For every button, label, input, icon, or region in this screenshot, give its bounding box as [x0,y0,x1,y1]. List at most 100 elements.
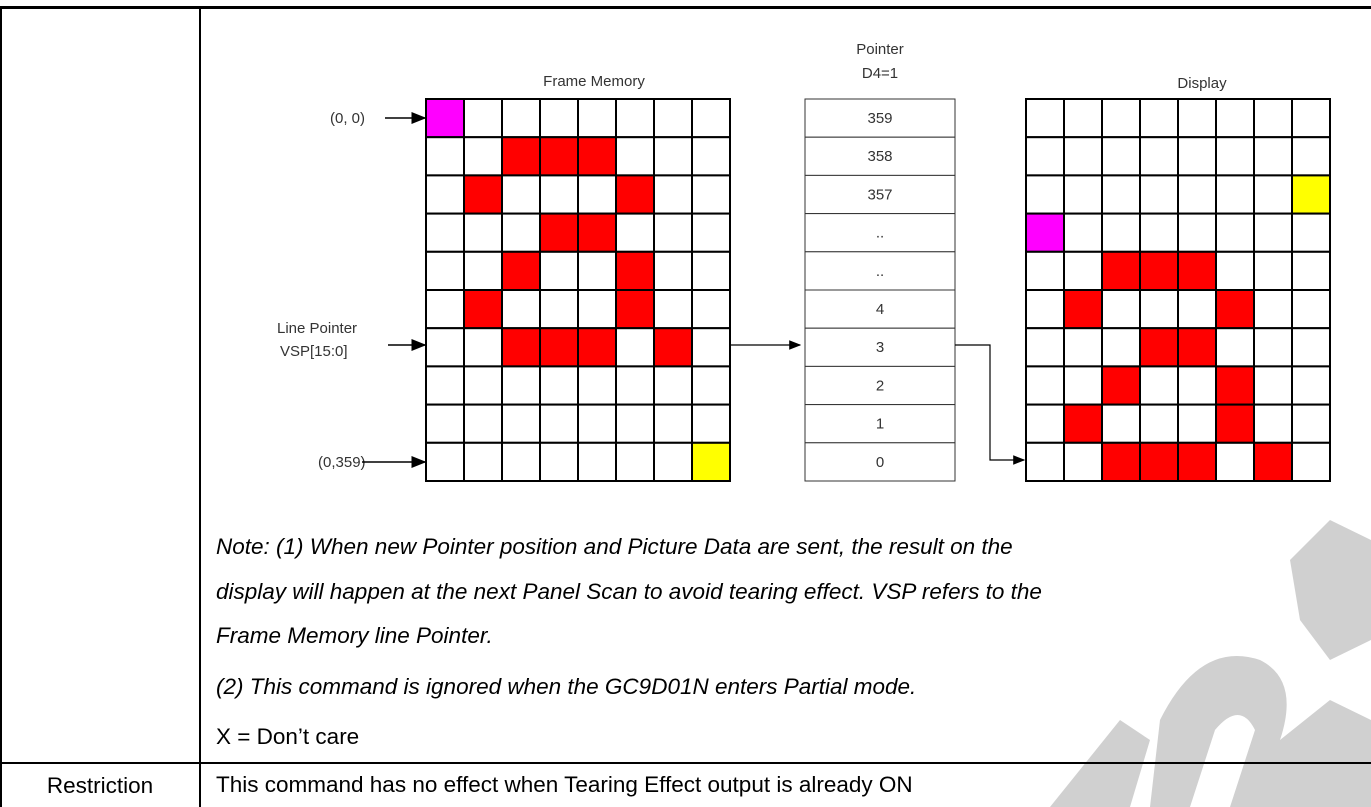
pointer-to-display-arrow [955,344,1026,465]
frame-memory-cell-2-7 [691,174,731,215]
frame-memory-cell-9-5 [615,441,655,482]
frame-memory-cell-6-6 [653,327,693,368]
pointer-value-2: 357 [867,186,892,203]
pointer-cell-4 [804,251,956,291]
display-cell-4-2 [1101,250,1141,292]
display-cell-8-7 [1291,403,1331,444]
frame-memory-cell-2-6 [653,174,693,215]
display-cell-7-0 [1025,365,1065,406]
dont-care-text: X = Don’t care [216,724,360,749]
display-cell-1-0 [1025,136,1065,177]
frame-memory-title: Frame Memory [543,73,645,90]
frame-memory-cell-9-4 [577,441,617,482]
frame-memory-cell-1-4 [577,136,617,177]
frame-memory-cell-4-2 [501,250,541,292]
display-cell-5-2 [1101,289,1141,330]
display-cell-1-7 [1291,136,1331,177]
pointer-value-7: 2 [876,377,884,394]
frame-memory-cell-8-0 [425,403,465,444]
frame-memory-cell-1-2 [501,136,541,177]
display-cell-2-0 [1025,174,1065,215]
display-cell-9-0 [1025,441,1065,482]
restriction-text: This command has no effect when Tearing … [216,772,913,797]
display-cell-3-4 [1177,212,1217,253]
frame-memory-cell-5-7 [691,289,731,330]
frame-memory-cell-1-3 [539,136,579,177]
display-cell-4-6 [1253,250,1293,292]
display-cell-3-5 [1215,212,1255,253]
frame-memory-cell-1-1 [463,136,503,177]
display-cell-6-3 [1139,327,1179,368]
pointer-cell-7 [804,365,956,406]
display-cell-1-5 [1215,136,1255,177]
display-cell-9-4 [1177,441,1217,482]
display-cell-6-4 [1177,327,1217,368]
frame-memory-cell-9-3 [539,441,579,482]
frame-memory-cell-6-2 [501,327,541,368]
display-cell-2-3 [1139,174,1179,215]
frame-memory-cell-3-5 [615,212,655,253]
display-cell-4-7 [1291,250,1331,292]
frame-memory-cell-7-1 [463,365,503,406]
display-cell-2-4 [1177,174,1217,215]
frame-memory-cell-8-7 [691,403,731,444]
frame-memory-cell-0-2 [501,98,541,139]
frame-memory-cell-5-3 [539,289,579,330]
frame-memory-cell-3-3 [539,212,579,253]
display-cell-4-4 [1177,250,1217,292]
display-cell-8-3 [1139,403,1179,444]
display-cell-7-7 [1291,365,1331,406]
frame-memory-cell-7-0 [425,365,465,406]
line-pointer-label-2: VSP[15:0] [280,343,348,360]
display-cell-3-3 [1139,212,1179,253]
display-cell-6-2 [1101,327,1141,368]
frame-memory-cell-3-0 [425,212,465,253]
frame-memory-cell-6-3 [539,327,579,368]
frame-memory-cell-2-3 [539,174,579,215]
display-grid [1025,98,1331,482]
pointer-cell-9 [804,442,956,482]
frame-memory-diagram: Frame Memory Pointer D4=1 Display 359 358… [277,41,1331,482]
frame-memory-cell-9-0 [425,441,465,482]
frame-memory-cell-0-1 [463,98,503,139]
frame-memory-cell-6-4 [577,327,617,368]
display-cell-6-6 [1253,327,1293,368]
pointer-value-4: .. [876,263,884,280]
frame-memory-cell-4-4 [577,250,617,292]
display-cell-9-7 [1291,441,1331,482]
pointer-cell-3 [804,213,956,253]
pointer-cell-6 [804,327,956,367]
display-cell-8-6 [1253,403,1293,444]
frame-memory-cell-1-6 [653,136,693,177]
note-line-3: Frame Memory line Pointer. [216,623,493,648]
display-cell-1-6 [1253,136,1293,177]
display-cell-9-5 [1215,441,1255,482]
frame-memory-cell-0-4 [577,98,617,139]
pointer-cell-5 [804,289,956,329]
frame-memory-cell-9-1 [463,441,503,482]
note-line-1: Note: (1) When new Pointer position and … [216,534,1013,559]
frame-memory-cell-7-5 [615,365,655,406]
display-cell-3-1 [1063,212,1103,253]
display-cell-7-1 [1063,365,1103,406]
display-cell-2-2 [1101,174,1141,215]
display-cell-2-5 [1215,174,1255,215]
frame-memory-cell-5-6 [653,289,693,330]
display-cell-9-1 [1063,441,1103,482]
display-cell-4-5 [1215,250,1255,292]
frame-memory-cell-8-5 [615,403,655,444]
display-cell-7-4 [1177,365,1217,406]
end-label: (0,359) [318,454,366,471]
display-cell-6-0 [1025,327,1065,368]
frame-memory-cell-8-6 [653,403,693,444]
display-cell-0-5 [1215,98,1255,139]
frame-memory-cell-2-5 [615,174,655,215]
display-cell-4-1 [1063,250,1103,292]
display-cell-1-1 [1063,136,1103,177]
pointer-value-3: .. [876,225,884,242]
pointer-column: 359 358 357.... 4 3 2 1 0 [804,98,956,482]
display-cell-3-6 [1253,212,1293,253]
frame-memory-cell-6-1 [463,327,503,368]
frame-memory-cell-1-5 [615,136,655,177]
display-cell-0-3 [1139,98,1179,139]
